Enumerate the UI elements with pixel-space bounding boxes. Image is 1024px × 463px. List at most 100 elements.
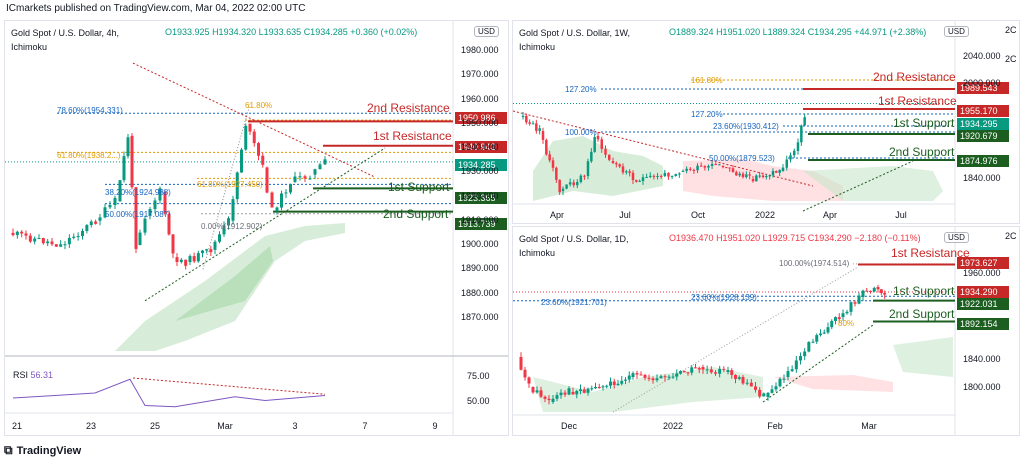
ohlc-open: O1889.324 <box>669 27 714 37</box>
candle-1d <box>730 370 734 375</box>
label-2nd-support: 2nd Support <box>383 207 449 221</box>
chart-4h-x-tick: 9 <box>432 421 438 431</box>
candle-4h <box>113 197 117 206</box>
candle-1w <box>625 171 628 173</box>
label-2nd-resistance: 2nd Resistance <box>367 101 450 115</box>
candle-1d <box>822 332 826 334</box>
tag-2nd-support: 1874.976 <box>957 155 1009 167</box>
candle-1d <box>745 382 749 384</box>
candle-1d <box>679 371 682 374</box>
chart-4h-x-tick: 25 <box>149 421 161 431</box>
candle-1d <box>555 395 559 399</box>
ohlc-low: L1929.715 <box>762 233 806 243</box>
candle-1d <box>849 302 853 312</box>
candle-1d <box>686 372 690 374</box>
candle-4h <box>37 238 41 240</box>
candle-4h <box>175 257 179 263</box>
candle-1w <box>670 175 674 177</box>
candle-1d <box>571 392 575 395</box>
chart-1w-panel[interactable]: Gold Spot / U.S. Dollar, 1W, Ichimoku O1… <box>512 20 1020 224</box>
label-2nd-support: 2nd Support <box>889 145 955 159</box>
chart-1d-canvas[interactable] <box>513 227 1020 436</box>
chart-4h-y-tick: 1910.000 <box>461 214 499 225</box>
candle-4h <box>118 180 122 202</box>
candle-4h <box>188 256 192 262</box>
candle-4h <box>11 232 15 236</box>
candle-4h <box>103 207 107 218</box>
candle-1w <box>696 165 699 171</box>
candle-1d <box>601 386 605 388</box>
candle-4h <box>153 200 157 210</box>
chart-4h-x-tick: 21 <box>11 421 23 431</box>
label-1st-resistance: 1st Resistance <box>891 246 970 260</box>
candle-4h <box>41 238 45 244</box>
chart-1d-x-tick: 2022 <box>662 421 684 431</box>
candle-1w <box>528 122 531 124</box>
candle-4h <box>98 217 102 221</box>
candle-1w <box>538 128 541 131</box>
candle-4h <box>46 241 50 244</box>
tag-2nd-resistance: 1989.543 <box>957 82 1009 94</box>
chart-1w-x-tick: Oct <box>690 210 706 220</box>
candle-1w <box>576 182 579 186</box>
candle-1d <box>722 368 726 370</box>
candle-4h <box>257 143 260 156</box>
candle-1d <box>523 369 527 378</box>
candle-4h <box>318 164 322 170</box>
ichimoku-cloud-right <box>803 166 943 201</box>
candle-4h <box>28 235 32 242</box>
label-2nd-resistance: 2nd Resistance <box>873 70 956 84</box>
candle-1w <box>768 175 771 177</box>
currency-button[interactable]: USD <box>944 232 969 243</box>
chart-4h-x-tick: Mar <box>217 421 233 431</box>
ohlc-change: −2.180 (−0.11%) <box>854 233 921 243</box>
currency-button[interactable]: USD <box>944 26 969 37</box>
candle-1d <box>758 389 762 397</box>
tag-current-price: 1934.295 <box>957 118 1009 130</box>
fib-236-b: 23.60%(1928.139) <box>691 293 757 302</box>
chart-4h-y-tick: 1960.000 <box>461 93 499 104</box>
candle-4h <box>167 213 171 235</box>
candle-1d <box>643 374 647 378</box>
rsi-tick-50: 50.00 <box>467 396 490 406</box>
candle-1w <box>638 180 641 182</box>
candle-1d <box>682 371 686 373</box>
candle-1w <box>600 139 603 149</box>
candle-1w <box>593 137 596 152</box>
chart-1d-panel[interactable]: Gold Spot / U.S. Dollar, 1D, Ichimoku O1… <box>512 226 1020 436</box>
chart-1d-x-tick: Dec <box>560 421 578 431</box>
chart-1w-canvas[interactable] <box>513 21 1020 224</box>
candle-1d <box>790 369 794 372</box>
candle-1d <box>766 392 770 397</box>
chart-4h-canvas[interactable] <box>5 21 509 436</box>
candle-4h <box>72 236 76 238</box>
ichimoku-cloud <box>533 367 763 412</box>
fib-100: 100.00% <box>565 128 597 137</box>
candle-1w <box>765 176 768 178</box>
chart-4h-panel[interactable]: Gold Spot / U.S. Dollar, 4h, Ichimoku O1… <box>4 20 509 436</box>
candle-4h <box>143 218 147 233</box>
candle-1d <box>762 393 766 397</box>
label-1st-resistance: 1st Resistance <box>878 94 957 108</box>
candle-1d <box>609 381 612 386</box>
candle-4h <box>76 235 80 237</box>
candle-1w <box>641 177 645 181</box>
candle-4h <box>50 241 54 245</box>
chart-4h-y-tick: 1920.000 <box>461 190 499 201</box>
tag-2nd-support: 1913.739 <box>455 218 507 230</box>
candle-1d <box>535 390 539 393</box>
candle-4h <box>63 244 67 246</box>
candle-1w <box>685 168 688 171</box>
candle-1d <box>782 378 786 380</box>
label-1st-support: 1st Support <box>893 116 955 130</box>
chart-4h-y-tick: 1900.000 <box>461 239 499 249</box>
chart-4h-y-tick: 1970.000 <box>461 69 499 80</box>
fib-236-a: 23.60%(1921.701) <box>541 298 607 307</box>
candle-1d <box>718 368 722 374</box>
label-1st-support: 1st Support <box>388 180 450 194</box>
candle-1w <box>741 173 745 178</box>
ohlc-open: O1933.925 <box>165 27 210 37</box>
candle-1d <box>857 295 861 304</box>
currency-button[interactable]: USD <box>474 26 499 37</box>
rsi-trendline <box>132 377 326 395</box>
